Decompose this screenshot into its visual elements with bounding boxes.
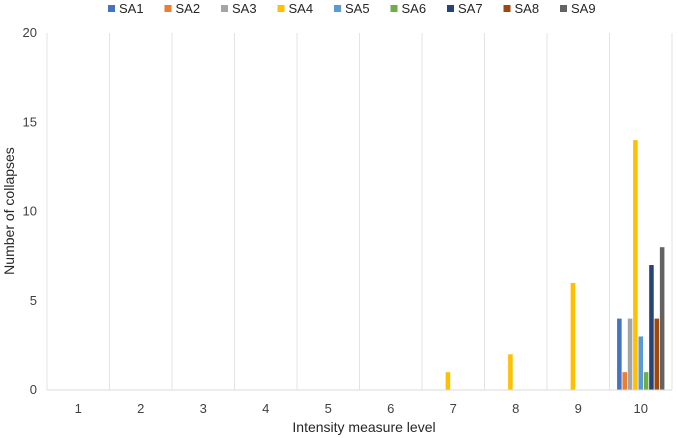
x-axis-title: Intensity measure level: [292, 419, 435, 435]
x-tick-label: 4: [262, 401, 269, 416]
bar-sa1-level-10: [617, 318, 622, 390]
bar-sa5-level-10: [638, 336, 644, 390]
legend-swatch-sa7: [447, 5, 454, 12]
y-tick-label: 20: [23, 25, 37, 40]
y-tick-label: 0: [30, 382, 37, 397]
x-tick-label: 9: [575, 401, 582, 416]
legend-swatch-sa2: [164, 5, 172, 12]
y-tick-label: 15: [23, 114, 37, 129]
legend: SA1 SA2 SA3 SA4 SA5 SA6 SA7 SA8 SA9: [108, 1, 596, 16]
legend-swatch-sa9: [560, 5, 567, 12]
legend-swatch-sa5: [334, 5, 341, 12]
bar-sa2-level-10: [622, 372, 627, 390]
bar-sa7-level-10: [649, 265, 654, 390]
x-tick-label: 7: [450, 401, 457, 416]
bars: [445, 140, 665, 390]
legend-swatch-sa3: [221, 5, 228, 12]
legend-label-sa9: SA9: [571, 1, 596, 16]
legend-swatch-sa4: [277, 5, 285, 12]
x-tick-labels: 1 2 3 4 5 6 7 8 9 10: [75, 401, 648, 416]
x-tick-label: 5: [325, 401, 332, 416]
legend-label-sa6: SA6: [402, 1, 427, 16]
bar-sa9-level-10: [659, 247, 665, 390]
bar-sa3-level-10: [627, 318, 633, 390]
x-tick-label: 2: [137, 401, 144, 416]
legend-label-sa1: SA1: [119, 1, 144, 16]
legend-label-sa4: SA4: [289, 1, 314, 16]
legend-swatch-sa6: [390, 5, 398, 12]
bar-sa4-level-8: [508, 354, 513, 390]
x-tick-label: 1: [75, 401, 82, 416]
x-tick-label: 10: [634, 401, 648, 416]
legend-label-sa2: SA2: [176, 1, 201, 16]
bar-sa4-level-10: [633, 140, 638, 390]
legend-label-sa7: SA7: [458, 1, 483, 16]
bar-sa4-level-9: [570, 282, 576, 390]
legend-swatch-sa1: [108, 5, 115, 12]
legend-label-sa3: SA3: [232, 1, 257, 16]
y-axis-title: Number of collapses: [1, 147, 17, 275]
x-tick-label: 6: [387, 401, 394, 416]
x-tick-label: 3: [200, 401, 207, 416]
bar-sa6-level-10: [643, 372, 649, 390]
y-tick-label: 10: [23, 204, 37, 219]
y-tick-label: 5: [30, 293, 37, 308]
legend-label-sa5: SA5: [345, 1, 370, 16]
bar-sa8-level-10: [654, 318, 660, 390]
x-tick-label: 8: [512, 401, 519, 416]
y-tick-labels: 0 5 10 15 20: [23, 25, 37, 397]
legend-swatch-sa8: [503, 5, 511, 12]
bar-sa4-level-7: [445, 372, 451, 390]
legend-label-sa8: SA8: [515, 1, 540, 16]
grid-lines: [46, 33, 673, 390]
